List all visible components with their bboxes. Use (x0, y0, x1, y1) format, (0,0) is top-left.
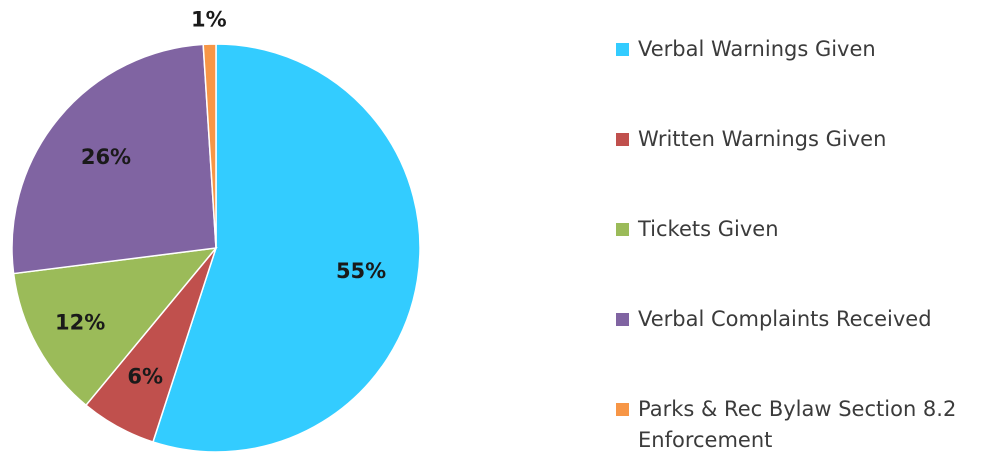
legend-label: Verbal Warnings Given (638, 37, 876, 61)
slice-verbal-warnings (152, 43, 421, 453)
legend: Verbal Warnings Given Written Warnings G… (616, 0, 991, 463)
slice-tickets (12, 247, 218, 407)
data-label: 26% (81, 145, 131, 169)
slice-verbal-complaints (11, 43, 217, 275)
data-label: 55% (336, 259, 386, 283)
data-label: 12% (55, 311, 105, 335)
legend-item-parks-bylaw: Parks & Rec Bylaw Section 8.2 Enforcemen… (616, 394, 958, 456)
legend-swatch (616, 223, 629, 236)
legend-swatch (616, 133, 629, 146)
legend-label: Tickets Given (638, 217, 779, 241)
data-label: 6% (127, 365, 163, 389)
data-label: 1% (191, 8, 227, 32)
pie-chart: 55% 6% 12% 26% 1% (11, 8, 421, 453)
legend-item-verbal-complaints: Verbal Complaints Received (616, 304, 983, 335)
slice-parks-bylaw (202, 43, 217, 249)
legend-item-written-warnings: Written Warnings Given (616, 124, 983, 155)
legend-label: Written Warnings Given (638, 127, 887, 151)
legend-item-verbal-warnings: Verbal Warnings Given (616, 34, 983, 65)
legend-swatch (616, 313, 629, 326)
legend-swatch (616, 403, 629, 416)
legend-label: Parks & Rec Bylaw Section 8.2 Enforcemen… (638, 397, 957, 452)
legend-swatch (616, 43, 629, 56)
legend-label: Verbal Complaints Received (638, 307, 932, 331)
legend-item-tickets: Tickets Given (616, 214, 983, 245)
